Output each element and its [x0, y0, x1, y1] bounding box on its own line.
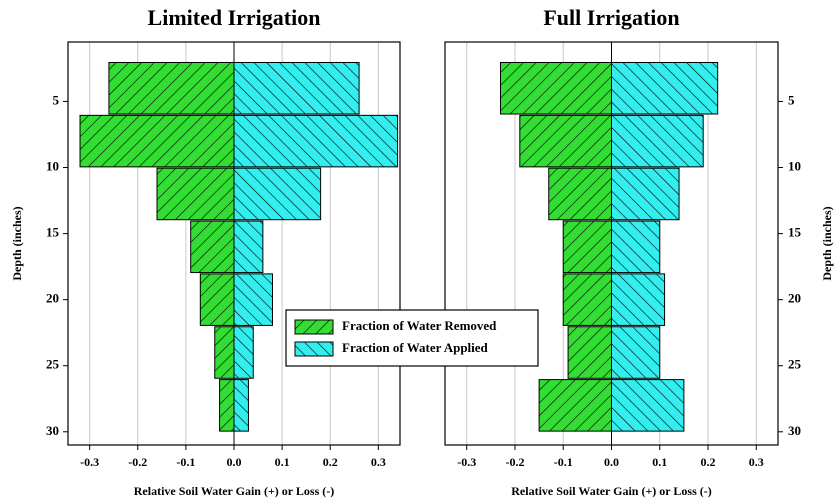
legend-swatch-hatch: [295, 320, 333, 334]
bar-hatch: [234, 221, 263, 273]
bar-hatch: [234, 168, 321, 220]
legend-label: Fraction of Water Applied: [342, 340, 489, 355]
bar-hatch: [611, 115, 704, 167]
bar-hatch: [539, 379, 612, 432]
x-tick-label: 0.2: [701, 455, 716, 469]
x-tick-label: 0.1: [652, 455, 667, 469]
bar-hatch: [548, 168, 612, 220]
bar-hatch: [108, 62, 234, 115]
plot-frame: [67, 41, 401, 446]
x-tick-label: -0.3: [80, 455, 99, 469]
bar-hatch: [157, 168, 234, 220]
x-tick-label: 0.2: [323, 455, 338, 469]
y-tick-label: 20: [788, 291, 801, 306]
bar-hatch: [219, 379, 234, 432]
bar-hatch: [500, 62, 612, 115]
bar-hatch: [611, 273, 665, 326]
y-tick-label: 5: [53, 92, 60, 107]
x-axis-label: Relative Soil Water Gain (+) or Loss (-): [511, 484, 712, 498]
x-tick-label: -0.3: [457, 455, 476, 469]
chart-title: Limited Irrigation: [148, 5, 321, 30]
bar-hatch: [200, 273, 234, 326]
bar-hatch: [611, 326, 660, 379]
bar-hatch: [214, 326, 234, 379]
legend-label: Fraction of Water Removed: [342, 318, 497, 333]
x-tick-label: 0.3: [371, 455, 386, 469]
x-tick-label: -0.2: [128, 455, 147, 469]
x-tick-label: 0.3: [749, 455, 764, 469]
bar-hatch: [234, 62, 360, 115]
plot-frame: [444, 41, 779, 446]
y-tick-label: 15: [46, 225, 60, 240]
y-tick-label: 20: [46, 291, 59, 306]
bar-hatch: [519, 115, 612, 167]
bar-hatch: [568, 326, 612, 379]
y-tick-label: 25: [46, 357, 60, 372]
bar-hatch: [234, 273, 273, 326]
x-axis-label: Relative Soil Water Gain (+) or Loss (-): [134, 484, 335, 498]
bar-hatch: [611, 62, 718, 115]
bar-hatch: [234, 326, 254, 379]
bar-hatch: [563, 273, 612, 326]
legend-swatch-hatch: [295, 342, 333, 356]
y-axis-label: Depth (inches): [820, 206, 834, 280]
x-tick-label: -0.1: [554, 455, 573, 469]
bar-hatch: [611, 168, 680, 220]
y-tick-label: 5: [788, 92, 795, 107]
x-tick-label: 0.0: [227, 455, 242, 469]
y-tick-label: 10: [788, 159, 801, 174]
x-tick-label: 0.0: [604, 455, 619, 469]
bar-hatch: [611, 379, 684, 432]
y-tick-label: 15: [788, 225, 802, 240]
bar-hatch: [80, 115, 234, 167]
y-axis-label: Depth (inches): [10, 206, 24, 280]
bar-hatch: [234, 115, 398, 167]
x-tick-label: -0.1: [176, 455, 195, 469]
bar-hatch: [611, 221, 660, 273]
legend-box: [285, 309, 539, 367]
y-tick-label: 25: [788, 357, 802, 372]
x-tick-label: -0.2: [505, 455, 524, 469]
bar-hatch: [563, 221, 612, 273]
bar-hatch: [190, 221, 234, 273]
x-tick-label: 0.1: [275, 455, 290, 469]
y-tick-label: 30: [46, 423, 59, 438]
bar-hatch: [234, 379, 249, 432]
chart-title: Full Irrigation: [543, 5, 679, 30]
y-tick-label: 10: [46, 159, 59, 174]
y-tick-label: 30: [788, 423, 801, 438]
